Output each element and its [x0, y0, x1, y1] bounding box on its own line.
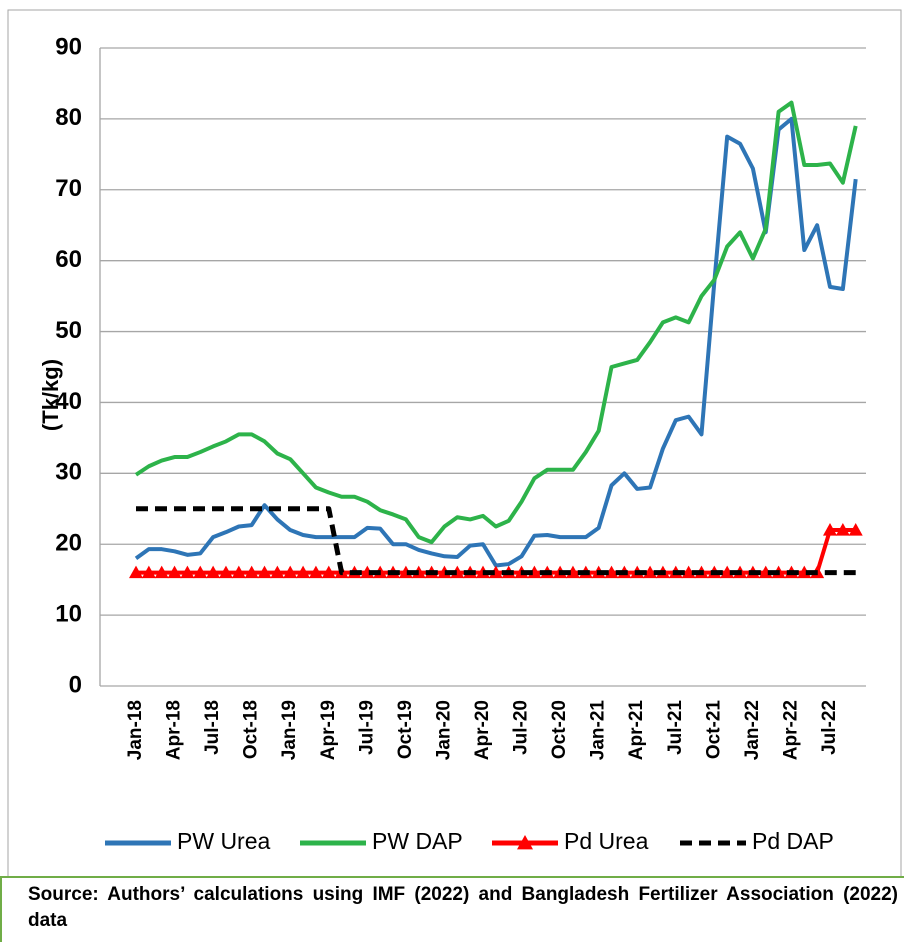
y-tick-label: 10	[55, 600, 82, 627]
x-tick-label: Jan-18	[125, 700, 146, 760]
x-tick-label: Oct-18	[241, 700, 262, 759]
x-tick-label: Apr-21	[626, 700, 647, 761]
series-line	[134, 116, 858, 568]
y-tick-label: 80	[55, 104, 82, 131]
x-tick-label: Oct-20	[549, 700, 570, 759]
x-tick-label: Jul-20	[511, 700, 532, 755]
x-tick-label: Oct-21	[703, 700, 724, 760]
x-tick-label: Apr-18	[164, 700, 185, 760]
y-axis-label: (Tk/kg)	[38, 359, 63, 431]
series-marker	[283, 565, 298, 579]
x-tick-label: Jul-22	[819, 700, 840, 755]
series-line	[134, 100, 858, 545]
x-tick-label: Jan-19	[279, 700, 300, 760]
series-marker	[218, 565, 233, 579]
series-marker	[244, 565, 259, 579]
y-tick-label: 50	[55, 317, 82, 344]
legend-label: PW DAP	[372, 828, 463, 854]
x-tick-label: Apr-20	[472, 700, 493, 760]
x-tick-label: Jul-21	[665, 700, 686, 755]
series-marker	[823, 523, 837, 536]
y-tick-label: 40	[55, 388, 82, 415]
y-tick-label: 0	[69, 671, 82, 698]
x-tick-label: Apr-22	[780, 700, 801, 760]
chart-border	[7, 9, 902, 876]
x-tick-label: Jan-21	[588, 700, 609, 761]
chart: (Tk/kg) 0 10 20 30 40 50 60 70 80 90 Jan-18 Apr-18 J…	[7, 9, 902, 876]
legend-label: Pd Urea	[564, 828, 649, 854]
legend-marker	[517, 835, 533, 850]
series-marker	[180, 565, 195, 579]
y-tick-label: 70	[55, 175, 82, 202]
series-line	[136, 506, 856, 576]
series-marker	[206, 565, 221, 579]
legend-label: PW Urea	[177, 828, 271, 854]
y-tick-label: 60	[55, 246, 82, 273]
series-marker	[257, 565, 272, 579]
y-tick-label: 30	[55, 459, 82, 486]
series-marker	[296, 565, 311, 579]
series-marker	[193, 565, 208, 579]
x-tick-label: Apr-19	[318, 700, 339, 760]
series-marker	[129, 565, 143, 579]
series-marker	[231, 565, 246, 579]
x-tick-label: Jul-18	[202, 700, 223, 755]
x-tick-label: Jan-20	[433, 700, 454, 760]
series-marker	[141, 565, 156, 579]
series-marker	[167, 565, 182, 579]
x-tick-label: Oct-19	[395, 700, 416, 759]
series-marker	[848, 523, 863, 536]
y-tick-label: 20	[55, 530, 82, 557]
series-marker	[154, 565, 169, 579]
series-marker	[835, 523, 850, 536]
x-tick-label: Jul-19	[356, 700, 377, 755]
legend-label: Pd DAP	[752, 828, 834, 854]
source-note: Source: Authors’ calculations using IMF …	[0, 876, 904, 942]
series-marker	[308, 565, 323, 579]
x-tick-label: Jan-22	[742, 700, 763, 760]
y-tick-label: 90	[55, 33, 82, 60]
series-marker	[270, 565, 285, 579]
series-marker	[321, 565, 336, 579]
